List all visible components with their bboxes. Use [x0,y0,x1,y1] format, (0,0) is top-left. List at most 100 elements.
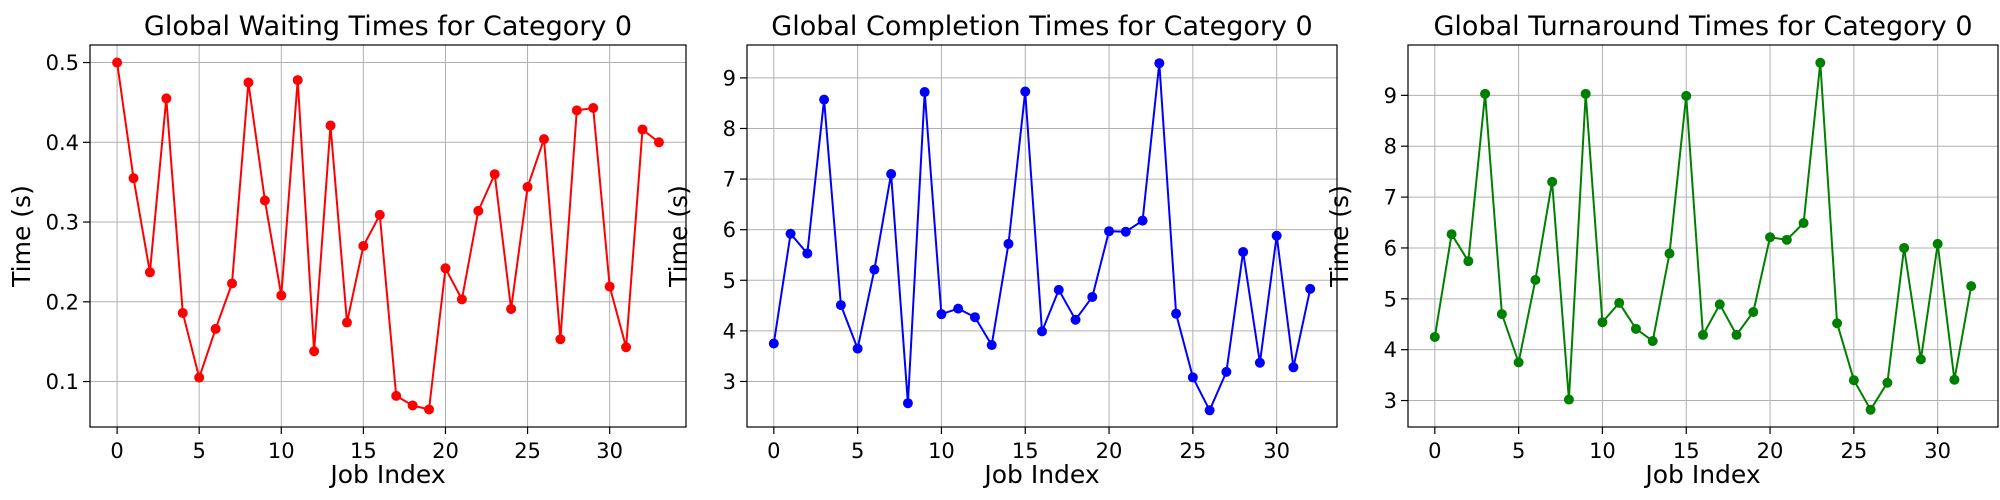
data-point [489,169,500,180]
data-point [802,248,813,259]
data-point [1882,377,1893,388]
y-tick-label: 9 [1384,84,1397,108]
data-point [1496,309,1507,320]
data-point [637,124,648,135]
data-point [1446,229,1457,240]
data-point [1271,230,1282,241]
y-tick-label: 3 [723,370,736,394]
data-point [1748,307,1759,318]
x-tick-label: 0 [110,439,123,463]
data-point [819,94,830,105]
data-point [424,404,435,415]
chart-title: Global Completion Times for Category 0 [771,11,1312,42]
data-point [936,309,947,320]
data-point [1630,323,1641,334]
data-point [768,338,779,349]
x-tick-label: 5 [192,439,205,463]
x-tick-label: 10 [268,439,295,463]
data-point [292,75,303,86]
series-line [772,63,1312,413]
data-point [1915,354,1926,365]
data-point [852,343,863,354]
data-point [1003,238,1014,249]
data-point [1020,86,1031,97]
data-point [869,264,880,275]
x-tick-label: 15 [350,439,377,463]
data-point [555,334,566,345]
data-point [1681,90,1692,101]
chart-panel-1: 0 5 10 15 20 25 30 3 4 5 6 7 8 9 Global Completion Tim… [664,11,1338,489]
data-point [161,93,172,104]
series-line [116,62,660,411]
data-point [1949,374,1960,385]
y-tick-label: 7 [1384,186,1397,210]
data-point [1865,404,1876,415]
y-tick-label: 6 [723,218,736,242]
y-tick-label: 0.5 [46,51,79,75]
x-tick-label: 0 [1428,439,1441,463]
data-point [1154,58,1165,69]
y-tick-label: 0.2 [46,290,79,314]
data-point [1037,326,1047,337]
y-axis-label: Time (s) [1325,185,1354,288]
data-point [1798,218,1809,229]
y-tick-label: 9 [723,66,736,90]
y-tick-label: 5 [1384,287,1397,311]
x-tick-label: 25 [1840,439,1867,463]
x-tick-label: 30 [1263,439,1290,463]
data-point [227,278,238,289]
data-point [144,267,155,278]
data-point [506,303,517,314]
y-tick-label: 4 [723,319,736,343]
data-point [210,323,221,334]
y-tick-label: 6 [1384,236,1397,260]
data-point [1305,283,1316,294]
data-point [604,281,615,292]
x-tick-label: 10 [1589,439,1616,463]
x-axis-label: Job Index [328,460,445,489]
data-point [1171,308,1182,319]
data-point [886,169,897,180]
data-point [259,195,270,206]
data-point [407,400,418,411]
x-tick-label: 15 [1673,439,1700,463]
data-point [1781,234,1792,245]
y-tick-label: 4 [1384,338,1397,362]
data-point [1597,317,1608,328]
data-point [1120,226,1131,237]
y-axis-label: Time (s) [664,185,693,288]
data-point [128,173,139,184]
data-point [1480,88,1491,99]
data-point [374,209,385,220]
data-point [309,346,320,357]
data-point [785,228,796,239]
data-point [1832,318,1843,329]
data-point [621,342,632,353]
data-point [325,120,336,131]
data-point [440,263,451,274]
data-point [953,303,964,314]
data-point [538,134,549,145]
data-point [194,372,205,383]
data-point [919,87,930,98]
y-tick-label: 0.1 [46,370,79,394]
data-point [1899,242,1910,253]
data-point [969,312,980,323]
x-tick-label: 25 [1179,439,1206,463]
data-point [1254,357,1265,368]
data-point [341,317,352,328]
data-point [835,300,846,311]
data-point [1815,57,1826,68]
chart-panel-2: 0 5 10 15 20 25 30 3 4 5 6 7 8 9 Global Turnaround Tim… [1325,11,1999,489]
data-point [1087,291,1098,302]
data-point [1932,238,1943,249]
x-tick-label: 5 [1512,439,1525,463]
data-point [1288,362,1299,373]
y-tick-label: 0.3 [46,211,79,235]
x-tick-label: 5 [851,439,864,463]
data-point [1698,329,1708,340]
y-tick-label: 8 [1384,135,1397,159]
y-tick-label: 8 [723,117,736,141]
data-point [1104,226,1115,237]
